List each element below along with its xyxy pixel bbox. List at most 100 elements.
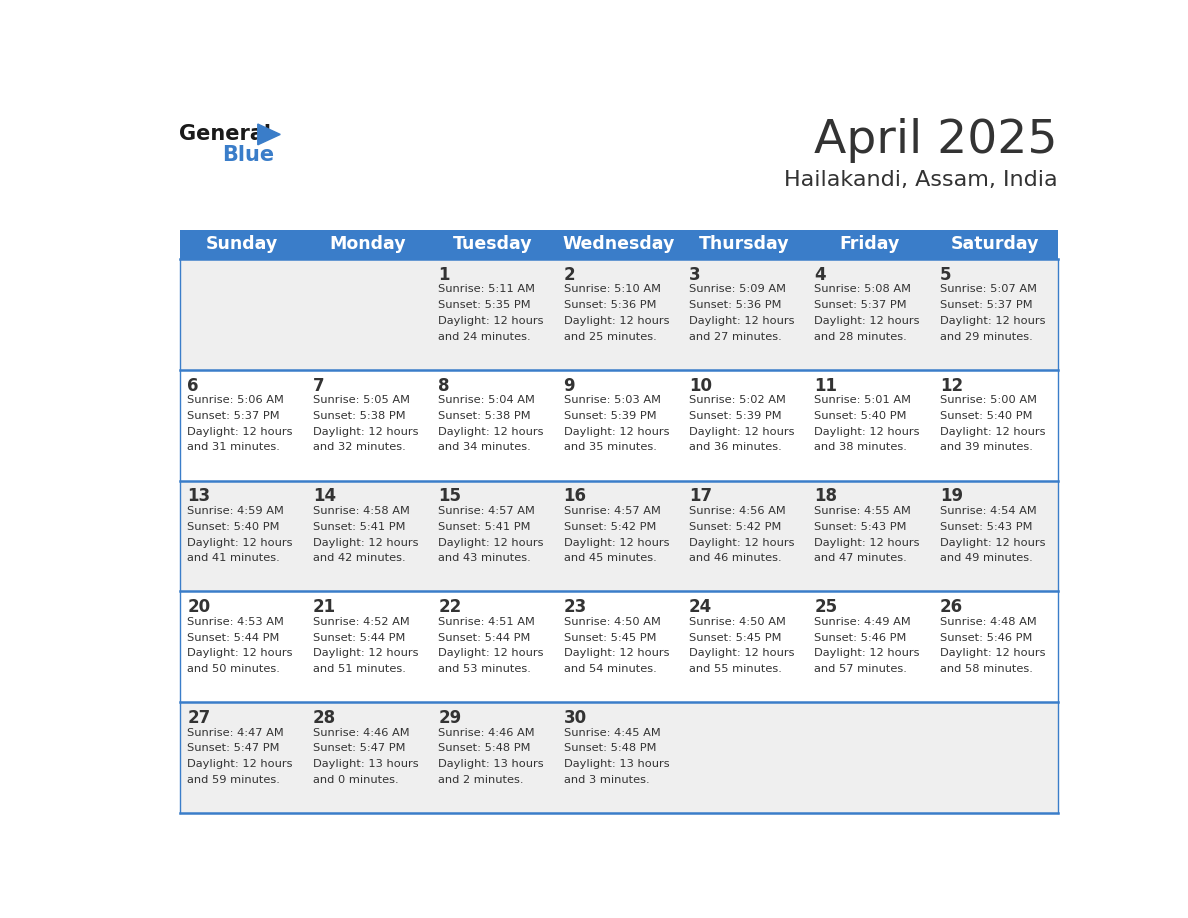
Text: Sunset: 5:45 PM: Sunset: 5:45 PM [689,633,782,643]
Text: Sunset: 5:43 PM: Sunset: 5:43 PM [940,521,1032,532]
Text: Daylight: 12 hours: Daylight: 12 hours [312,648,418,658]
Text: Sunset: 5:44 PM: Sunset: 5:44 PM [312,633,405,643]
Text: Daylight: 12 hours: Daylight: 12 hours [563,427,669,437]
Text: Daylight: 12 hours: Daylight: 12 hours [940,648,1045,658]
Text: Sunrise: 5:07 AM: Sunrise: 5:07 AM [940,285,1037,294]
Text: Tuesday: Tuesday [454,235,533,253]
Text: Daylight: 12 hours: Daylight: 12 hours [815,538,920,547]
Text: Sunrise: 5:00 AM: Sunrise: 5:00 AM [940,395,1037,405]
Text: General: General [179,124,272,144]
Text: and 46 minutes.: and 46 minutes. [689,554,782,564]
Text: Sunset: 5:43 PM: Sunset: 5:43 PM [815,521,906,532]
Text: 19: 19 [940,487,963,506]
Text: and 24 minutes.: and 24 minutes. [438,331,531,341]
Text: and 36 minutes.: and 36 minutes. [689,442,782,453]
Text: 4: 4 [815,265,826,284]
Text: 10: 10 [689,376,712,395]
Text: Sunset: 5:37 PM: Sunset: 5:37 PM [815,300,908,310]
Text: and 25 minutes.: and 25 minutes. [563,331,656,341]
Text: 28: 28 [312,710,336,727]
Text: Sunset: 5:39 PM: Sunset: 5:39 PM [563,411,656,420]
Text: Daylight: 12 hours: Daylight: 12 hours [563,316,669,326]
Text: Sunrise: 4:46 AM: Sunrise: 4:46 AM [438,728,535,738]
Text: and 42 minutes.: and 42 minutes. [312,554,405,564]
Text: 9: 9 [563,376,575,395]
Text: 6: 6 [188,376,198,395]
Text: Sunrise: 4:57 AM: Sunrise: 4:57 AM [438,506,535,516]
Bar [179,702,1057,813]
Text: and 27 minutes.: and 27 minutes. [689,331,782,341]
Text: Sunrise: 5:11 AM: Sunrise: 5:11 AM [438,285,535,294]
Text: Sunset: 5:44 PM: Sunset: 5:44 PM [188,633,279,643]
Bar [179,230,1057,259]
Text: Daylight: 12 hours: Daylight: 12 hours [940,538,1045,547]
Text: Blue: Blue [222,145,274,165]
Text: Sunset: 5:46 PM: Sunset: 5:46 PM [815,633,906,643]
Text: Sunset: 5:39 PM: Sunset: 5:39 PM [689,411,782,420]
Text: and 51 minutes.: and 51 minutes. [312,665,405,674]
Text: 27: 27 [188,710,210,727]
Text: and 35 minutes.: and 35 minutes. [563,442,657,453]
Text: Daylight: 12 hours: Daylight: 12 hours [689,427,795,437]
Text: Daylight: 12 hours: Daylight: 12 hours [563,648,669,658]
Text: 7: 7 [312,376,324,395]
Text: Sunrise: 5:03 AM: Sunrise: 5:03 AM [563,395,661,405]
Text: Sunset: 5:38 PM: Sunset: 5:38 PM [312,411,405,420]
Bar [179,591,1057,702]
Text: Sunset: 5:36 PM: Sunset: 5:36 PM [689,300,782,310]
Text: and 55 minutes.: and 55 minutes. [689,665,782,674]
Text: Daylight: 12 hours: Daylight: 12 hours [188,538,292,547]
Text: 26: 26 [940,599,963,616]
Text: Monday: Monday [329,235,406,253]
Text: Daylight: 12 hours: Daylight: 12 hours [188,427,292,437]
Text: Sunrise: 4:54 AM: Sunrise: 4:54 AM [940,506,1037,516]
Text: 12: 12 [940,376,963,395]
Bar [179,259,1057,370]
Text: Sunset: 5:48 PM: Sunset: 5:48 PM [563,744,656,754]
Text: and 0 minutes.: and 0 minutes. [312,775,398,785]
Text: Sunrise: 5:10 AM: Sunrise: 5:10 AM [563,285,661,294]
Text: Daylight: 12 hours: Daylight: 12 hours [689,538,795,547]
Text: Daylight: 12 hours: Daylight: 12 hours [438,316,544,326]
Text: Sunset: 5:37 PM: Sunset: 5:37 PM [940,300,1032,310]
Text: Sunset: 5:38 PM: Sunset: 5:38 PM [438,411,531,420]
Text: and 41 minutes.: and 41 minutes. [188,554,280,564]
Text: Friday: Friday [839,235,899,253]
Text: 21: 21 [312,599,336,616]
Text: Sunset: 5:40 PM: Sunset: 5:40 PM [815,411,906,420]
Text: 16: 16 [563,487,587,506]
Text: 11: 11 [815,376,838,395]
Text: Daylight: 13 hours: Daylight: 13 hours [312,759,418,769]
Text: Daylight: 12 hours: Daylight: 12 hours [438,648,544,658]
Text: 22: 22 [438,599,461,616]
Text: and 3 minutes.: and 3 minutes. [563,775,649,785]
Text: Daylight: 12 hours: Daylight: 12 hours [815,316,920,326]
Text: 29: 29 [438,710,461,727]
Text: Sunset: 5:40 PM: Sunset: 5:40 PM [940,411,1032,420]
Text: 8: 8 [438,376,449,395]
Text: Daylight: 12 hours: Daylight: 12 hours [188,759,292,769]
Text: Sunrise: 5:04 AM: Sunrise: 5:04 AM [438,395,535,405]
Text: Daylight: 12 hours: Daylight: 12 hours [438,538,544,547]
Text: 1: 1 [438,265,449,284]
Text: and 32 minutes.: and 32 minutes. [312,442,405,453]
Text: Sunrise: 5:01 AM: Sunrise: 5:01 AM [815,395,911,405]
Text: Daylight: 12 hours: Daylight: 12 hours [940,427,1045,437]
Text: 5: 5 [940,265,952,284]
Text: 17: 17 [689,487,712,506]
Text: Sunrise: 5:05 AM: Sunrise: 5:05 AM [312,395,410,405]
Text: Sunset: 5:48 PM: Sunset: 5:48 PM [438,744,531,754]
Text: Daylight: 12 hours: Daylight: 12 hours [689,648,795,658]
Text: Hailakandi, Assam, India: Hailakandi, Assam, India [784,170,1057,190]
Text: and 47 minutes.: and 47 minutes. [815,554,908,564]
Text: 15: 15 [438,487,461,506]
Text: and 49 minutes.: and 49 minutes. [940,554,1032,564]
Text: Sunset: 5:47 PM: Sunset: 5:47 PM [312,744,405,754]
Text: Sunrise: 5:02 AM: Sunrise: 5:02 AM [689,395,786,405]
Text: Sunrise: 5:08 AM: Sunrise: 5:08 AM [815,285,911,294]
Text: 20: 20 [188,599,210,616]
Text: Daylight: 12 hours: Daylight: 12 hours [940,316,1045,326]
Text: Sunset: 5:46 PM: Sunset: 5:46 PM [940,633,1032,643]
Text: Daylight: 12 hours: Daylight: 12 hours [563,538,669,547]
Text: and 38 minutes.: and 38 minutes. [815,442,908,453]
